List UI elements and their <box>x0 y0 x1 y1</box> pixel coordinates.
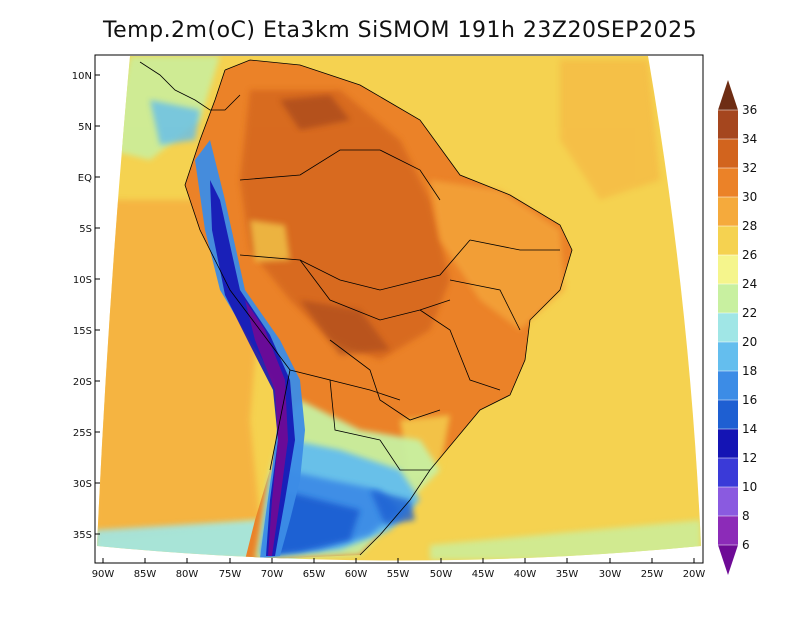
lat-label: 10N <box>72 71 92 82</box>
colorbar-segment <box>718 168 738 197</box>
lon-label: 50W <box>430 569 453 580</box>
colorbar-min-triangle <box>718 545 738 575</box>
colorbar-label: 22 <box>742 306 757 320</box>
colorbar-label: 18 <box>742 364 757 378</box>
colorbar-segment <box>718 197 738 226</box>
latitude-ticks <box>95 74 100 535</box>
lon-label: 85W <box>134 569 157 580</box>
lat-label: 25S <box>73 428 92 439</box>
colorbar-label: 20 <box>742 335 757 349</box>
lon-label: 55W <box>387 569 410 580</box>
colorbar-label: 32 <box>742 161 757 175</box>
colorbar-label: 8 <box>742 509 750 523</box>
colorbar-segment <box>718 284 738 313</box>
colorbar-label: 36 <box>742 103 757 117</box>
lon-label: 80W <box>176 569 199 580</box>
colorbar-label: 6 <box>742 538 750 552</box>
lon-label: 20W <box>683 569 706 580</box>
central-america-coast <box>139 61 241 111</box>
colorbar-segment <box>718 458 738 487</box>
colorbar-segment <box>718 429 738 458</box>
colorbar-segment <box>718 226 738 255</box>
lat-label: 5S <box>79 224 92 235</box>
lon-label: 60W <box>345 569 368 580</box>
model-domain <box>97 56 701 561</box>
lat-label: EQ <box>78 173 92 184</box>
lat-label: 5N <box>78 122 92 133</box>
lon-label: 45W <box>472 569 495 580</box>
colorbar-segment <box>718 313 738 342</box>
lat-label: 10S <box>73 275 92 286</box>
lon-label: 65W <box>303 569 326 580</box>
colorbar-label: 24 <box>742 277 757 291</box>
colorbar-label: 34 <box>742 132 757 146</box>
latitude-axis: 10N 5N EQ 5S 10S 15S 20S 25S 30S 35S <box>72 71 92 541</box>
lon-label: 40W <box>514 569 537 580</box>
colorbar-max-triangle <box>718 80 738 110</box>
political-borders <box>184 59 573 556</box>
longitude-axis: 90W 85W 80W 75W 70W 65W 60W 55W 50W 45W … <box>92 569 706 580</box>
lat-label: 20S <box>73 377 92 388</box>
longitude-ticks <box>102 558 695 563</box>
colorbar: 36 34 32 30 28 26 24 22 20 18 16 14 12 10 8 6 <box>718 80 757 575</box>
lat-label: 15S <box>73 326 92 337</box>
colorbar-segment <box>718 342 738 371</box>
lat-label: 30S <box>73 479 92 490</box>
colorbar-label: 30 <box>742 190 757 204</box>
colorbar-segment <box>718 516 738 545</box>
lon-label: 30W <box>599 569 622 580</box>
colorbar-label: 16 <box>742 393 757 407</box>
colorbar-label: 10 <box>742 480 757 494</box>
colorbar-segment <box>718 139 738 168</box>
colorbar-segment <box>718 371 738 400</box>
lat-label: 35S <box>73 530 92 541</box>
lon-label: 35W <box>556 569 579 580</box>
lon-label: 25W <box>641 569 664 580</box>
colorbar-label: 14 <box>742 422 757 436</box>
lon-label: 70W <box>261 569 284 580</box>
colorbar-label: 12 <box>742 451 757 465</box>
colorbar-segment <box>718 255 738 284</box>
lon-label: 75W <box>219 569 242 580</box>
lon-label: 90W <box>92 569 115 580</box>
map-title: Temp.2m(oC) Eta3km SiSMOM 191h 23Z20SEP2… <box>102 18 698 43</box>
colorbar-segment <box>718 110 738 139</box>
colorbar-label: 26 <box>742 248 757 262</box>
colorbar-label: 28 <box>742 219 757 233</box>
colorbar-segment <box>718 487 738 516</box>
colorbar-segment <box>718 400 738 429</box>
